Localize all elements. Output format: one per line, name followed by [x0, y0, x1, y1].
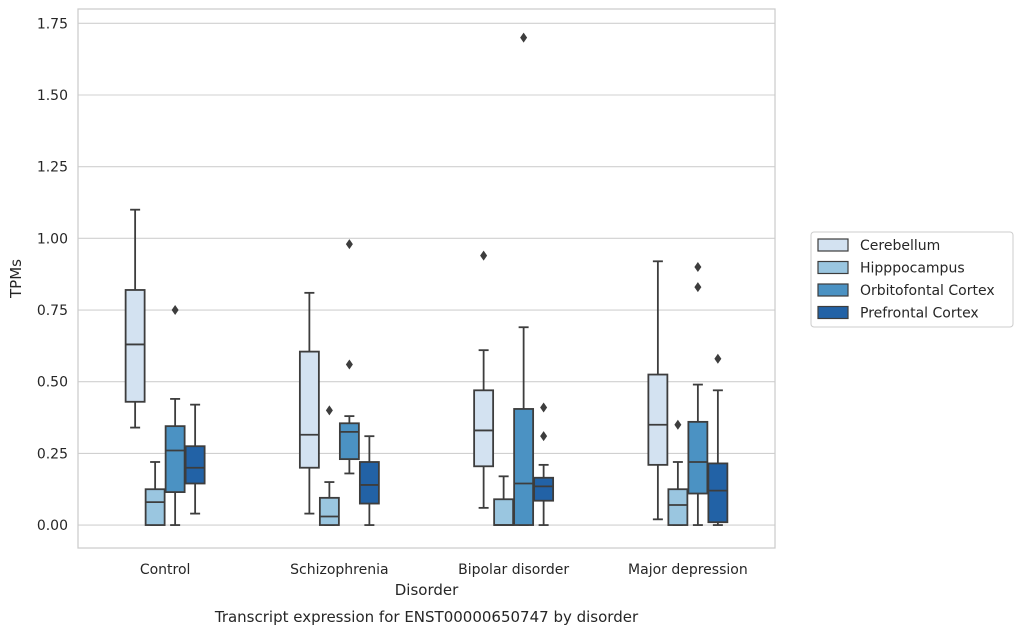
box-iqr [707, 462, 729, 524]
outlier-point [694, 282, 702, 293]
box-iqr [318, 496, 340, 526]
box-layer [124, 32, 729, 526]
box-cerebellum [298, 291, 320, 515]
y-tick-label: 1.50 [37, 88, 68, 104]
x-tick-label: Schizophrenia [290, 562, 388, 578]
box-iqr [184, 445, 206, 485]
box-iqr [493, 498, 515, 526]
x-tick-label: Control [140, 562, 191, 578]
box-iqr [687, 420, 709, 495]
x-tick-label: Bipolar disorder [458, 562, 569, 578]
x-axis-label: Disorder [395, 581, 459, 599]
legend-label: Prefrontal Cortex [860, 306, 979, 322]
legend-swatch [817, 305, 849, 320]
y-tick-labels: 0.00 0.25 0.50 0.75 1.00 1.25 1.50 1.75 [37, 16, 68, 534]
box-hipppocampus [667, 419, 689, 526]
box-prefrontal-cortex [707, 353, 729, 526]
outlier-point [714, 353, 722, 364]
box-prefrontal-cortex [358, 435, 380, 526]
outlier-point [694, 262, 702, 273]
outlier-point [520, 32, 528, 43]
box-iqr [358, 461, 380, 505]
box-cerebellum [124, 208, 146, 429]
box-orbitofontal-cortex [687, 262, 709, 526]
box-iqr [164, 425, 186, 493]
legend-frame [810, 231, 1014, 328]
outlier-point [171, 305, 179, 316]
box-cerebellum [473, 250, 495, 509]
y-tick-label: 1.25 [37, 160, 68, 176]
box-iqr [298, 350, 320, 469]
outlier-point [674, 419, 682, 430]
box-cerebellum [647, 260, 669, 521]
box-iqr [473, 389, 495, 468]
outlier-point [345, 359, 353, 370]
y-tick-label: 0.50 [37, 375, 68, 391]
legend-label: Hipppocampus [860, 261, 965, 277]
legend: Cerebellum Hipppocampus Orbitofontal Corte… [810, 231, 1014, 328]
y-tick-label: 0.25 [37, 446, 68, 462]
legend-label: Cerebellum [860, 238, 940, 254]
x-tick-labels: Control Schizophrenia Bipolar disorder Majo… [140, 562, 748, 578]
box-orbitofontal-cortex [338, 239, 360, 475]
outlier-point [345, 239, 353, 250]
chart-caption: Transcript expression for ENST0000065074… [214, 608, 639, 626]
box-hipppocampus [144, 461, 166, 526]
y-tick-label: 0.75 [37, 303, 68, 319]
box-hipppocampus [318, 405, 340, 526]
outlier-point [540, 402, 548, 413]
y-tick-label: 0.00 [37, 518, 68, 534]
box-iqr [513, 408, 535, 526]
plot-area [77, 8, 776, 549]
legend-swatch [817, 260, 849, 275]
legend-swatch [817, 283, 849, 297]
legend-swatch [817, 238, 849, 252]
y-tick-label: 1.75 [37, 16, 68, 32]
outlier-point [540, 431, 548, 442]
y-tick-label: 1.00 [37, 231, 68, 247]
legend-label: Orbitofontal Cortex [860, 283, 995, 299]
box-orbitofontal-cortex [513, 32, 535, 526]
x-tick-label: Major depression [628, 562, 748, 578]
outlier-point [325, 405, 333, 416]
box-orbitofontal-cortex [164, 305, 186, 526]
box-prefrontal-cortex [184, 403, 206, 515]
box-iqr [338, 422, 360, 461]
box-iqr [144, 488, 166, 526]
box-hipppocampus [493, 475, 515, 526]
box-iqr [667, 488, 689, 526]
box-iqr [647, 373, 669, 466]
box-iqr [533, 476, 555, 502]
box-prefrontal-cortex [533, 402, 555, 526]
y-axis-label: TPMs [7, 259, 25, 299]
outlier-point [480, 250, 488, 261]
box-iqr [124, 289, 146, 403]
